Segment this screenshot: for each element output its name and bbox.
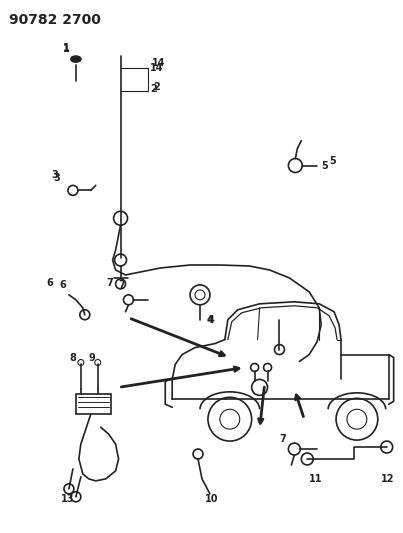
Text: 7: 7	[279, 434, 286, 444]
Text: 5: 5	[321, 160, 328, 171]
Text: 6: 6	[46, 278, 53, 288]
Text: 7: 7	[107, 278, 113, 288]
Text: 3: 3	[51, 171, 58, 181]
Text: 4: 4	[208, 314, 215, 325]
Text: 2: 2	[150, 84, 157, 94]
Text: 1: 1	[63, 44, 70, 54]
Text: 9: 9	[89, 352, 96, 362]
Bar	[76, 394, 111, 414]
Text: 90782 2700: 90782 2700	[9, 13, 101, 27]
Text: 12: 12	[381, 474, 394, 484]
Text: 14: 14	[152, 58, 166, 68]
Text: 13: 13	[61, 494, 75, 504]
Text: 5: 5	[329, 156, 336, 166]
Text: 1: 1	[63, 43, 70, 53]
Text: 3: 3	[53, 173, 60, 183]
Text: 4: 4	[207, 314, 214, 325]
Ellipse shape	[71, 56, 81, 62]
Text: 10: 10	[205, 494, 218, 504]
Text: 7: 7	[118, 280, 125, 290]
Text: 14: 14	[150, 63, 164, 73]
Text: 8: 8	[69, 352, 76, 362]
Text: 11: 11	[309, 474, 323, 484]
Text: 2: 2	[153, 82, 160, 92]
Text: 6: 6	[59, 280, 66, 290]
